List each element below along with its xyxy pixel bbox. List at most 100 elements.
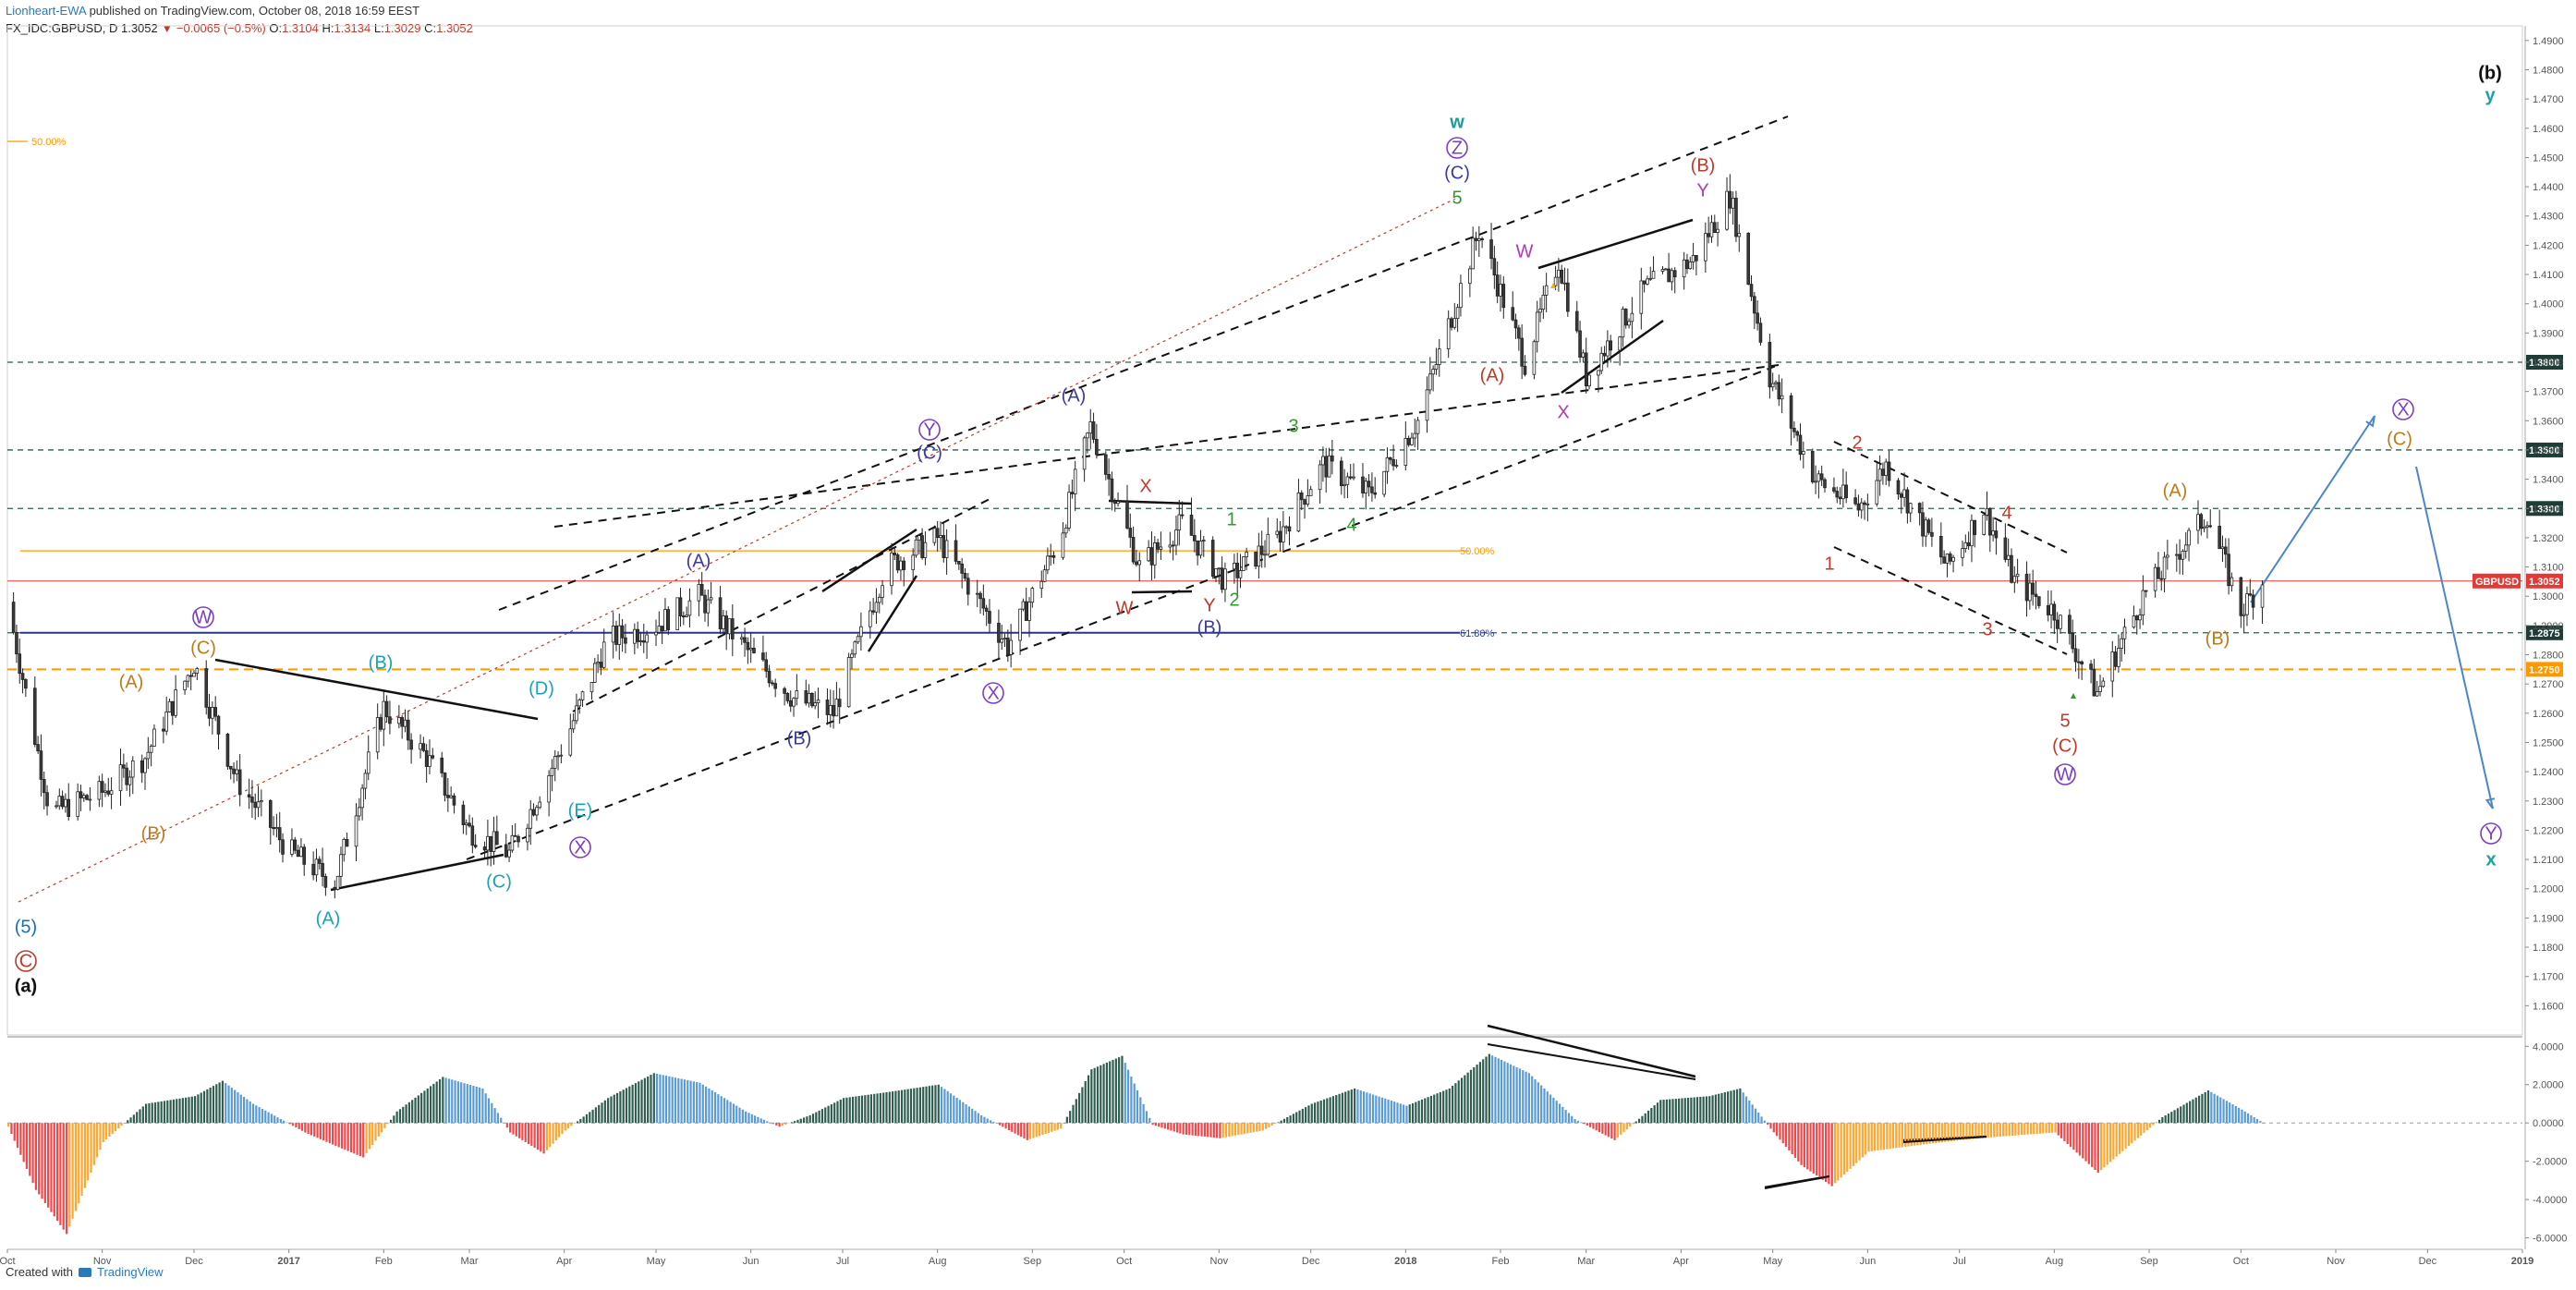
y-tick-label: 1.3300: [2533, 504, 2564, 515]
candle-body: [874, 602, 879, 613]
osc-bar: [949, 1093, 953, 1124]
osc-bar: [931, 1085, 934, 1124]
osc-bar: [99, 1123, 102, 1150]
osc-bar: [1313, 1102, 1317, 1124]
osc-bar: [2029, 1123, 2033, 1135]
candle: [1107, 458, 1111, 496]
x-tick-label: Sep: [1024, 1256, 1042, 1267]
candle-body: [1039, 580, 1044, 590]
osc-bar: [261, 1108, 264, 1124]
candle-body: [2227, 554, 2230, 587]
wave-label-text: 3: [1288, 416, 1298, 436]
osc-bar: [974, 1111, 977, 1124]
candle-body: [24, 679, 28, 689]
candle: [2153, 563, 2157, 598]
candle-body: [1063, 527, 1068, 534]
candle: [1597, 370, 1600, 393]
osc-bar: [518, 1123, 521, 1138]
osc-bar: [713, 1092, 717, 1124]
osc-bar: [845, 1097, 848, 1124]
osc-bar: [692, 1081, 695, 1124]
osc-bar: [1788, 1123, 1791, 1151]
candle-body: [1544, 285, 1549, 296]
candle: [277, 811, 282, 853]
candle: [1254, 552, 1258, 569]
osc-bar: [860, 1095, 864, 1124]
osc-bar: [1711, 1095, 1714, 1124]
osc-bar: [31, 1123, 34, 1184]
candle-body: [1245, 552, 1248, 558]
candle-body: [2015, 573, 2020, 578]
osc-bar: [377, 1123, 380, 1137]
candle: [984, 604, 989, 627]
osc-bar: [2066, 1123, 2069, 1144]
tradingview-link[interactable]: TradingView: [96, 1265, 164, 1279]
candle-body: [1492, 258, 1497, 276]
candle-body: [2024, 573, 2029, 602]
osc-bar: [1732, 1089, 1735, 1124]
candle: [1039, 570, 1044, 598]
candle: [1428, 357, 1432, 395]
price-change: −0.0065 (−0.5%): [176, 21, 266, 35]
candle: [895, 553, 900, 574]
candle-body: [895, 554, 900, 571]
candle-body: [614, 626, 618, 645]
candle-body: [1370, 486, 1374, 493]
wave-label-text: 2: [1229, 590, 1239, 610]
projection-arrow-up-head: [2365, 415, 2376, 428]
osc-bar: [1944, 1123, 1947, 1142]
author-name[interactable]: Lionheart-EWA: [6, 4, 86, 18]
osc-bar: [512, 1123, 515, 1135]
osc-tick-label: 2.0000: [2533, 1080, 2564, 1091]
candle: [988, 599, 991, 633]
down-arrow-icon: ▼: [161, 21, 174, 35]
candle: [869, 601, 872, 639]
osc-bar: [1574, 1119, 1576, 1124]
osc-bar: [603, 1100, 606, 1124]
candle: [1361, 463, 1365, 498]
wave-trend-line: [214, 658, 539, 721]
candle-body: [816, 700, 820, 704]
candle-body: [167, 700, 172, 712]
candle: [911, 548, 915, 582]
candle-body: [1609, 340, 1612, 351]
candle-body: [88, 798, 92, 801]
candle: [1299, 490, 1304, 511]
osc-bar: [530, 1123, 533, 1147]
candle-body: [1823, 479, 1827, 489]
candle: [1663, 267, 1668, 271]
osc-bar: [1690, 1097, 1693, 1124]
osc-bar: [769, 1122, 772, 1124]
osc-bar: [1891, 1123, 1895, 1149]
osc-bar: [1378, 1096, 1380, 1124]
candle: [660, 626, 664, 644]
osc-bar: [1411, 1102, 1415, 1124]
level-price-tag: [2526, 355, 2563, 370]
candle-body: [1716, 228, 1719, 233]
candle: [1817, 469, 1821, 499]
candle: [1746, 232, 1751, 286]
candle: [1802, 441, 1805, 469]
candle: [633, 623, 637, 655]
osc-bar: [671, 1077, 674, 1124]
osc-bar: [1833, 1123, 1837, 1184]
osc-bar: [368, 1123, 371, 1150]
candle-body: [1985, 507, 1989, 516]
candle: [2245, 586, 2249, 627]
candle: [1051, 551, 1056, 565]
osc-tick-label: -6.0000: [2533, 1234, 2567, 1245]
osc-bar: [108, 1123, 111, 1138]
osc-bar: [136, 1112, 139, 1124]
osc-bar: [1818, 1123, 1821, 1178]
wave-label-text: 5: [1452, 188, 1462, 208]
candle-body: [2218, 525, 2221, 550]
candle-body: [1116, 501, 1120, 505]
osc-bar: [882, 1092, 885, 1124]
candle-body: [1566, 282, 1570, 312]
y-tick-label: 1.2300: [2533, 797, 2564, 808]
candle: [510, 824, 515, 853]
x-tick-label: Mar: [1577, 1256, 1595, 1267]
candle: [354, 803, 358, 861]
osc-bar: [2054, 1123, 2057, 1133]
